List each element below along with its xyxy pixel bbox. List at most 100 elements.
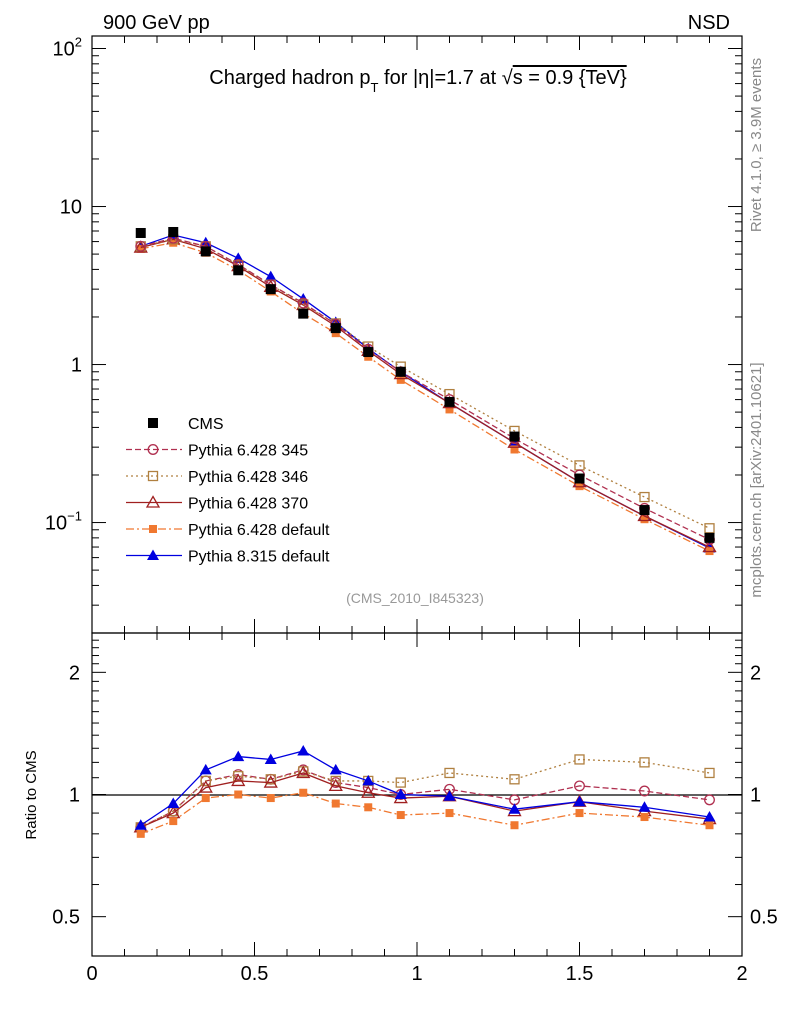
legend-entry-cms: CMS — [148, 416, 224, 433]
ratio-y-tick-label: 0.5 — [52, 907, 80, 929]
y-tick-label: 10 — [60, 197, 82, 219]
legend-label: Pythia 6.428 370 — [188, 496, 308, 513]
legend: CMS Pythia 6.428 345 Pythia 6.428 346 Pythi… — [126, 416, 330, 566]
data-point — [639, 491, 650, 503]
data-point — [639, 505, 650, 516]
ratio-series-pythia-6-428-346 — [135, 754, 715, 833]
legend-entry-pythia-6-428-default: Pythia 6.428 default — [126, 522, 330, 539]
ratio-data-point — [508, 803, 521, 814]
y-tick-label: 102 — [53, 35, 82, 61]
data-point — [135, 240, 147, 252]
data-point — [135, 227, 146, 238]
ratio-data-point — [134, 819, 147, 830]
ratio-data-point — [639, 757, 650, 768]
ratio-data-point — [234, 790, 243, 799]
ratio-data-point — [510, 821, 519, 830]
legend-marker — [149, 525, 157, 533]
ratio-y-tick-label-right: 0.5 — [750, 907, 778, 929]
chart-title: Charged hadron pT for |η|=1.7 at √s = 0.… — [209, 67, 627, 95]
legend-entry-pythia-8-315-default: Pythia 8.315 default — [126, 549, 330, 566]
ratio-data-point — [231, 773, 246, 787]
ratio-data-point — [573, 795, 586, 807]
legend-marker — [147, 470, 159, 482]
ratio-y-axis-label: Ratio to CMS — [23, 750, 40, 839]
ratio-data-point — [574, 754, 585, 765]
x-tick-label: 0.5 — [241, 963, 269, 985]
series-cms — [135, 226, 715, 543]
ratio-data-point — [167, 797, 180, 809]
rivet-version-label: Rivet 4.1.0, ≥ 3.9M events — [748, 58, 765, 232]
data-point — [510, 445, 519, 454]
x-tick-label: 0 — [86, 963, 97, 985]
legend-marker — [145, 495, 161, 508]
ratio-series-pythia-8-315-default — [134, 744, 716, 830]
ratio-axis-ticks — [91, 632, 743, 957]
main-y-tick-labels: 10−1 1 10 102 — [45, 35, 82, 535]
analysis-label: (CMS_2010_I845323) — [346, 590, 484, 606]
mcplots-label: mcplots.cern.ch [arXiv:2401.10621] — [748, 362, 765, 597]
data-point — [297, 297, 309, 309]
ratio-data-point — [329, 763, 342, 775]
ratio-y-tick-label-right: 1 — [750, 785, 761, 807]
data-point — [704, 523, 715, 534]
data-point — [168, 226, 179, 237]
legend-marker — [147, 549, 159, 560]
series-line — [140, 237, 710, 541]
ratio-data-point — [264, 753, 277, 764]
ratio-y-tick-label-right: 2 — [750, 662, 761, 684]
energy-label: 900 GeV pp — [103, 12, 210, 34]
ratio-series-pythia-6-428-default — [136, 788, 714, 838]
ratio-data-point — [395, 777, 406, 788]
legend-label: CMS — [188, 416, 224, 433]
ratio-data-point — [299, 788, 308, 797]
data-point — [509, 431, 520, 442]
data-point — [704, 532, 715, 543]
ratio-data-point — [361, 785, 376, 798]
ratio-data-point — [169, 817, 178, 826]
ratio-data-point — [638, 801, 651, 812]
ratio-data-point — [232, 750, 245, 762]
main-series-group — [133, 226, 717, 556]
data-point — [637, 508, 652, 522]
ratio-data-point — [266, 794, 275, 803]
ratio-data-point — [703, 811, 716, 822]
data-point — [265, 284, 276, 295]
main-plot-frame — [91, 35, 743, 634]
data-point — [395, 366, 406, 377]
x-tick-label: 1.5 — [566, 963, 594, 985]
series-pythia-6-428-346 — [135, 234, 715, 534]
ratio-data-point — [444, 767, 455, 779]
legend-label: Pythia 6.428 345 — [188, 443, 308, 460]
data-point — [133, 240, 148, 253]
legend-entry-pythia-6-428-370: Pythia 6.428 370 — [126, 495, 308, 513]
data-point — [233, 265, 244, 276]
ratio-series-pythia-6-428-345 — [135, 764, 715, 833]
legend-label: Pythia 6.428 default — [188, 522, 330, 539]
ratio-data-point — [198, 780, 213, 793]
ratio-series-line — [140, 758, 710, 828]
ratio-data-point — [704, 794, 715, 806]
data-point — [200, 246, 211, 257]
data-point — [574, 473, 585, 484]
data-point — [574, 460, 585, 471]
x-tick-label: 1 — [411, 963, 422, 985]
ratio-series-line — [140, 792, 710, 835]
data-point — [444, 396, 455, 407]
data-point — [363, 347, 374, 358]
data-point — [136, 244, 145, 253]
y-tick-label: 10−1 — [45, 509, 82, 535]
data-point — [330, 323, 341, 334]
ratio-data-point — [200, 775, 211, 787]
ratio-data-point — [297, 744, 310, 756]
legend-entry-pythia-6-428-345: Pythia 6.428 345 — [126, 443, 308, 460]
ratio-data-point — [263, 775, 278, 788]
ratio-data-point — [136, 829, 145, 838]
ratio-data-point — [199, 763, 212, 775]
ratio-data-point — [396, 811, 405, 820]
ratio-series-line — [140, 772, 710, 828]
ratio-data-point — [265, 774, 276, 785]
data-point — [702, 539, 717, 553]
ratio-data-point — [394, 788, 407, 799]
y-tick-label: 1 — [71, 355, 82, 377]
ratio-data-point — [331, 799, 340, 808]
